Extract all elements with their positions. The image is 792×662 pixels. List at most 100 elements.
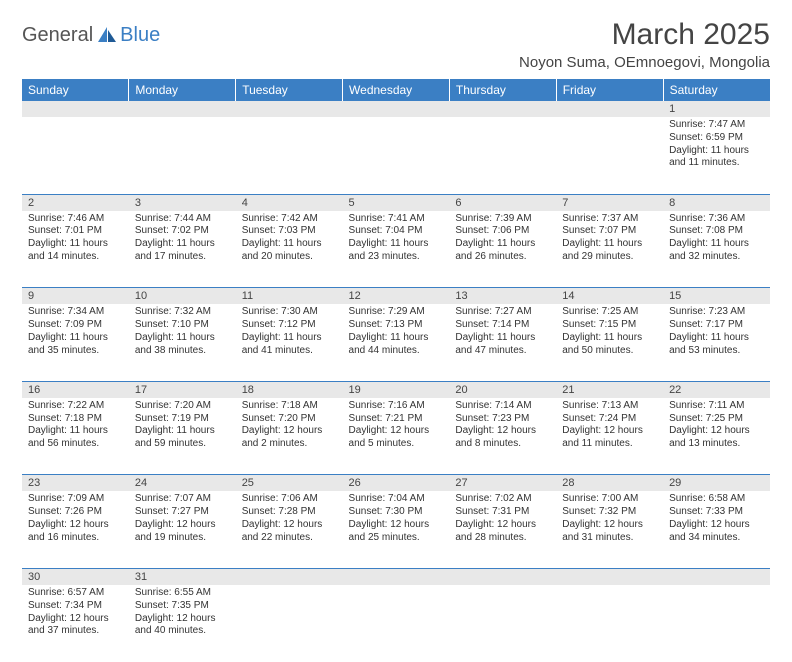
day-content: Sunrise: 6:55 AMSunset: 7:35 PMDaylight:… <box>129 585 236 641</box>
day-line: Daylight: 12 hours <box>455 519 550 532</box>
calendar-table: Sunday Monday Tuesday Wednesday Thursday… <box>22 79 770 662</box>
day-line: and 31 minutes. <box>562 532 657 545</box>
daynum-cell: 4 <box>236 194 343 211</box>
daynum-row: 16171819202122 <box>22 381 770 398</box>
day-line: and 50 minutes. <box>562 345 657 358</box>
day-line: Sunrise: 7:20 AM <box>135 400 230 413</box>
daynum-cell: 29 <box>663 475 770 492</box>
day-line: and 59 minutes. <box>135 438 230 451</box>
day-line: and 28 minutes. <box>455 532 550 545</box>
daynum-cell: 24 <box>129 475 236 492</box>
day-cell: Sunrise: 7:16 AMSunset: 7:21 PMDaylight:… <box>343 398 450 475</box>
day-line: Sunrise: 7:02 AM <box>455 493 550 506</box>
dow-header: Saturday <box>663 79 770 101</box>
day-line: Sunrise: 7:16 AM <box>349 400 444 413</box>
day-line: Sunset: 7:12 PM <box>242 319 337 332</box>
day-cell: Sunrise: 7:09 AMSunset: 7:26 PMDaylight:… <box>22 491 129 568</box>
daynum-cell <box>556 101 663 117</box>
day-cell: Sunrise: 7:42 AMSunset: 7:03 PMDaylight:… <box>236 211 343 288</box>
day-line: and 25 minutes. <box>349 532 444 545</box>
dow-header: Wednesday <box>343 79 450 101</box>
day-line: Sunset: 7:35 PM <box>135 600 230 613</box>
daynum-cell <box>129 101 236 117</box>
day-cell <box>343 585 450 662</box>
daynum-cell: 2 <box>22 194 129 211</box>
daynum-cell: 17 <box>129 381 236 398</box>
day-cell <box>556 117 663 194</box>
day-line: Sunset: 7:03 PM <box>242 225 337 238</box>
daynum-cell: 12 <box>343 288 450 305</box>
day-line: Sunset: 7:19 PM <box>135 413 230 426</box>
day-line: and 11 minutes. <box>562 438 657 451</box>
day-line: Daylight: 12 hours <box>669 519 764 532</box>
day-line: Sunrise: 7:29 AM <box>349 306 444 319</box>
day-line: Daylight: 11 hours <box>669 238 764 251</box>
day-line: Sunset: 7:15 PM <box>562 319 657 332</box>
day-cell: Sunrise: 7:13 AMSunset: 7:24 PMDaylight:… <box>556 398 663 475</box>
day-cell: Sunrise: 7:14 AMSunset: 7:23 PMDaylight:… <box>449 398 556 475</box>
day-line: Daylight: 11 hours <box>135 425 230 438</box>
week-row: Sunrise: 7:47 AMSunset: 6:59 PMDaylight:… <box>22 117 770 194</box>
day-line: and 22 minutes. <box>242 532 337 545</box>
day-content: Sunrise: 7:29 AMSunset: 7:13 PMDaylight:… <box>343 304 450 360</box>
day-cell <box>22 117 129 194</box>
daynum-cell: 30 <box>22 568 129 585</box>
daynum-cell: 10 <box>129 288 236 305</box>
daynum-cell: 27 <box>449 475 556 492</box>
day-line: and 2 minutes. <box>242 438 337 451</box>
day-cell: Sunrise: 7:22 AMSunset: 7:18 PMDaylight:… <box>22 398 129 475</box>
daynum-cell: 11 <box>236 288 343 305</box>
daynum-cell <box>236 101 343 117</box>
day-line: Sunset: 7:32 PM <box>562 506 657 519</box>
day-cell <box>449 117 556 194</box>
daynum-cell: 28 <box>556 475 663 492</box>
daynum-row: 23242526272829 <box>22 475 770 492</box>
day-line: Sunrise: 7:18 AM <box>242 400 337 413</box>
day-content: Sunrise: 7:47 AMSunset: 6:59 PMDaylight:… <box>663 117 770 173</box>
day-cell <box>663 585 770 662</box>
page-title: March 2025 <box>519 18 770 52</box>
day-line: and 53 minutes. <box>669 345 764 358</box>
day-cell: Sunrise: 7:44 AMSunset: 7:02 PMDaylight:… <box>129 211 236 288</box>
dow-header: Thursday <box>449 79 556 101</box>
day-line: Sunset: 7:25 PM <box>669 413 764 426</box>
day-content: Sunrise: 6:58 AMSunset: 7:33 PMDaylight:… <box>663 491 770 547</box>
day-line: and 35 minutes. <box>28 345 123 358</box>
day-cell: Sunrise: 7:07 AMSunset: 7:27 PMDaylight:… <box>129 491 236 568</box>
daynum-cell: 7 <box>556 194 663 211</box>
daynum-cell: 14 <box>556 288 663 305</box>
daynum-cell: 1 <box>663 101 770 117</box>
title-block: March 2025 Noyon Suma, OEmnoegovi, Mongo… <box>519 18 770 71</box>
day-content: Sunrise: 7:23 AMSunset: 7:17 PMDaylight:… <box>663 304 770 360</box>
daynum-cell: 5 <box>343 194 450 211</box>
daynum-cell <box>556 568 663 585</box>
day-line: Sunrise: 7:32 AM <box>135 306 230 319</box>
week-row: Sunrise: 7:09 AMSunset: 7:26 PMDaylight:… <box>22 491 770 568</box>
daynum-cell <box>343 101 450 117</box>
day-cell <box>236 117 343 194</box>
daynum-cell: 15 <box>663 288 770 305</box>
day-line: and 38 minutes. <box>135 345 230 358</box>
logo: General Blue <box>22 24 160 47</box>
day-line: Sunrise: 7:14 AM <box>455 400 550 413</box>
day-line: Sunrise: 7:23 AM <box>669 306 764 319</box>
daynum-row: 1 <box>22 101 770 117</box>
week-row: Sunrise: 7:34 AMSunset: 7:09 PMDaylight:… <box>22 304 770 381</box>
day-line: Sunrise: 7:07 AM <box>135 493 230 506</box>
day-content: Sunrise: 7:16 AMSunset: 7:21 PMDaylight:… <box>343 398 450 454</box>
day-line: Sunset: 7:01 PM <box>28 225 123 238</box>
day-line: Daylight: 12 hours <box>455 425 550 438</box>
day-line: Daylight: 11 hours <box>349 238 444 251</box>
day-line: and 23 minutes. <box>349 251 444 264</box>
day-line: and 47 minutes. <box>455 345 550 358</box>
day-cell: Sunrise: 7:37 AMSunset: 7:07 PMDaylight:… <box>556 211 663 288</box>
day-line: Sunrise: 7:00 AM <box>562 493 657 506</box>
day-cell: Sunrise: 7:46 AMSunset: 7:01 PMDaylight:… <box>22 211 129 288</box>
day-content: Sunrise: 7:07 AMSunset: 7:27 PMDaylight:… <box>129 491 236 547</box>
day-line: Daylight: 11 hours <box>135 238 230 251</box>
day-line: Sunset: 7:23 PM <box>455 413 550 426</box>
day-cell <box>449 585 556 662</box>
day-line: Sunrise: 7:41 AM <box>349 213 444 226</box>
day-cell: Sunrise: 7:06 AMSunset: 7:28 PMDaylight:… <box>236 491 343 568</box>
day-line: Sunset: 7:18 PM <box>28 413 123 426</box>
